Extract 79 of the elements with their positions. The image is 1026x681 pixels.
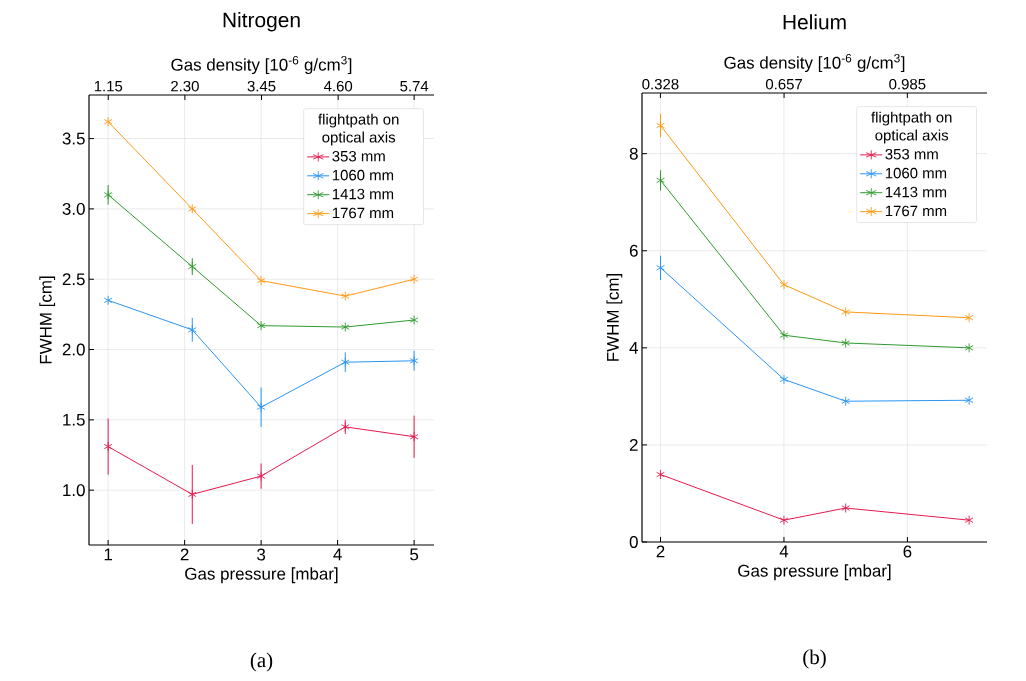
point: [103, 441, 113, 452]
point: [656, 469, 665, 480]
chart-title: Nitrogen: [223, 12, 300, 32]
chart-title: Helium: [783, 14, 846, 30]
point: [841, 396, 851, 407]
legend-label: 353 mm: [885, 148, 938, 160]
y-tick-label: 3.0: [62, 202, 85, 215]
x-axis-title: Gas pressure [mbar]: [185, 567, 338, 584]
point: [409, 274, 419, 285]
point: [187, 203, 197, 214]
point: [340, 291, 350, 302]
point: [779, 374, 789, 385]
x-tick-label: 1: [104, 548, 113, 561]
point: [779, 515, 789, 526]
x2-tick-label: 1.15: [94, 81, 123, 92]
y-tick-label: 0: [629, 536, 638, 548]
y-tick-label: 1.5: [63, 413, 85, 426]
x2-tick-label: 3.45: [247, 80, 276, 92]
point: [964, 395, 974, 406]
x2-tick-label: 2.30: [171, 80, 199, 92]
legend-title: flightpath on optical axis: [318, 113, 399, 146]
point: [964, 515, 974, 526]
point: [103, 189, 113, 200]
x-tick-label: 3: [257, 548, 266, 561]
point: [256, 402, 266, 413]
x2-tick-label: 0.328: [642, 78, 679, 90]
point: [256, 320, 266, 331]
x-tick-label: 4: [333, 548, 342, 561]
legend-label: 1413 mm: [332, 188, 394, 200]
x-tick-label: 2: [180, 548, 189, 561]
y-axis-title: FWHM [cm]: [39, 276, 56, 364]
x2-tick-label: 0.985: [889, 78, 926, 90]
text: (a): [250, 652, 273, 672]
legend-label: 1767 mm: [885, 205, 947, 217]
legend-label: 1060 mm: [332, 169, 394, 181]
point: [340, 322, 350, 332]
point: [187, 324, 197, 335]
legend-label: 1767 mm: [332, 207, 394, 219]
point: [841, 306, 851, 317]
x-tick-label: 2: [656, 545, 665, 558]
y-tick-label: 6: [629, 244, 638, 257]
point: [256, 275, 266, 286]
point: [409, 431, 419, 442]
y-tick-label: 8: [629, 147, 638, 160]
legend-title: flightpath on optical axis: [871, 111, 952, 144]
x2-axis-title: Gas density [10$^{-6}$ g/cm$^{3}$]: [724, 54, 905, 73]
point: [103, 116, 113, 127]
x2-tick-label: 5.74: [400, 81, 429, 92]
y-tick-label: 4: [629, 342, 638, 354]
y-tick-label: 3.5: [62, 132, 85, 145]
x-axis-title: Gas pressure [mbar]: [738, 564, 891, 581]
point: [187, 261, 197, 272]
y-tick-label: 1.0: [63, 484, 85, 497]
y-tick-label: 2.5: [62, 273, 85, 286]
x2-tick-label: 4.60: [323, 80, 353, 92]
x2-tick-label: 0.657: [765, 78, 803, 90]
point: [340, 357, 350, 368]
point: [964, 312, 974, 323]
y-tick-label: 2.0: [62, 343, 85, 356]
point: [409, 355, 419, 366]
x-tick-label: 5: [410, 548, 419, 561]
legend-label: 353 mm: [332, 150, 385, 162]
legend-label: 1413 mm: [885, 186, 947, 198]
point: [964, 342, 974, 353]
x-tick-label: 6: [903, 545, 912, 558]
point: [103, 295, 113, 306]
x-tick-label: 4: [779, 545, 789, 558]
y-tick-label: 2: [629, 439, 638, 451]
y-axis-title: FWHM [cm]: [606, 274, 623, 361]
point: [187, 489, 197, 500]
point: [841, 338, 851, 348]
legend-label: 1060 mm: [885, 167, 947, 179]
point: [256, 471, 266, 482]
point: [779, 330, 789, 341]
point: [779, 279, 789, 290]
point: [841, 503, 851, 513]
text: (b): [803, 649, 826, 669]
point: [409, 315, 419, 325]
x2-axis-title: Gas density [10$^{-6}$ g/cm$^{3}$]: [171, 56, 352, 75]
